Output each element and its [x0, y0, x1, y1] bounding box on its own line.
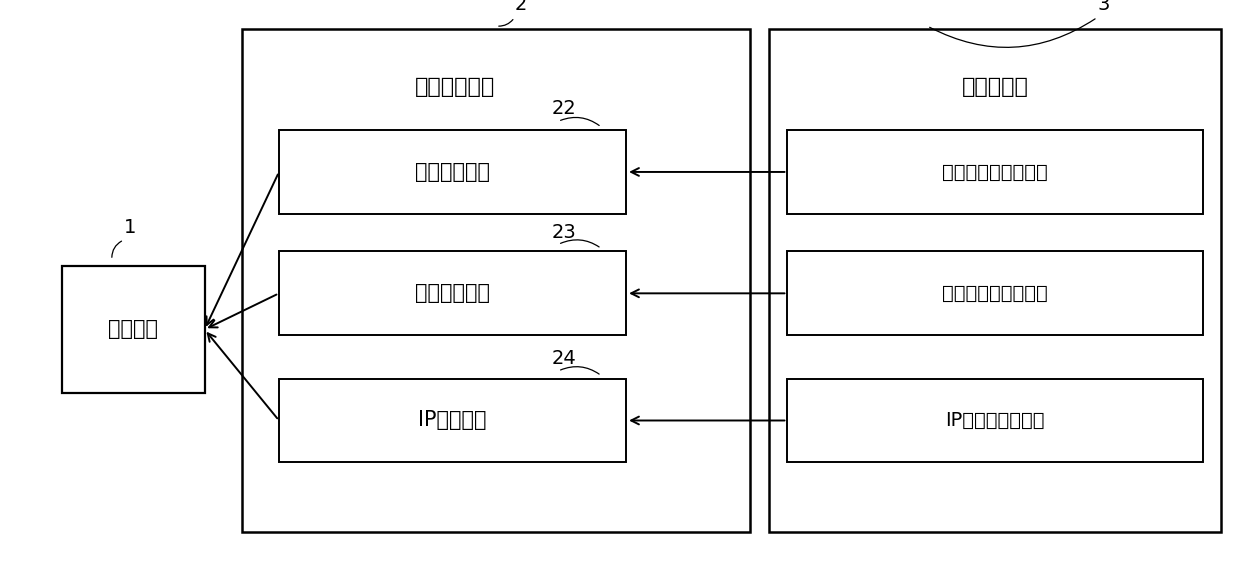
FancyBboxPatch shape	[62, 266, 205, 393]
Text: 处理服务器: 处理服务器	[962, 77, 1028, 97]
Text: 短信数据处理服务器: 短信数据处理服务器	[942, 284, 1048, 303]
Text: 1: 1	[124, 218, 136, 237]
FancyBboxPatch shape	[787, 130, 1203, 214]
Text: 2: 2	[515, 0, 527, 14]
Text: 语音数据处理服务器: 语音数据处理服务器	[942, 162, 1048, 181]
Text: 移动终端: 移动终端	[108, 320, 159, 339]
Text: 语音数据通道: 语音数据通道	[415, 162, 490, 182]
FancyBboxPatch shape	[279, 251, 626, 335]
FancyBboxPatch shape	[787, 379, 1203, 462]
Text: 数据通信网络: 数据通信网络	[415, 77, 496, 97]
Text: 23: 23	[552, 223, 577, 242]
FancyBboxPatch shape	[787, 251, 1203, 335]
FancyBboxPatch shape	[242, 29, 750, 532]
Text: 短信数据通道: 短信数据通道	[415, 283, 490, 303]
Text: 22: 22	[552, 99, 577, 118]
FancyBboxPatch shape	[769, 29, 1221, 532]
Text: IP数据处理服务器: IP数据处理服务器	[945, 411, 1045, 430]
Text: IP数据通道: IP数据通道	[418, 410, 487, 431]
FancyBboxPatch shape	[279, 130, 626, 214]
Text: 24: 24	[552, 349, 577, 368]
FancyBboxPatch shape	[279, 379, 626, 462]
Text: 3: 3	[1097, 0, 1110, 14]
